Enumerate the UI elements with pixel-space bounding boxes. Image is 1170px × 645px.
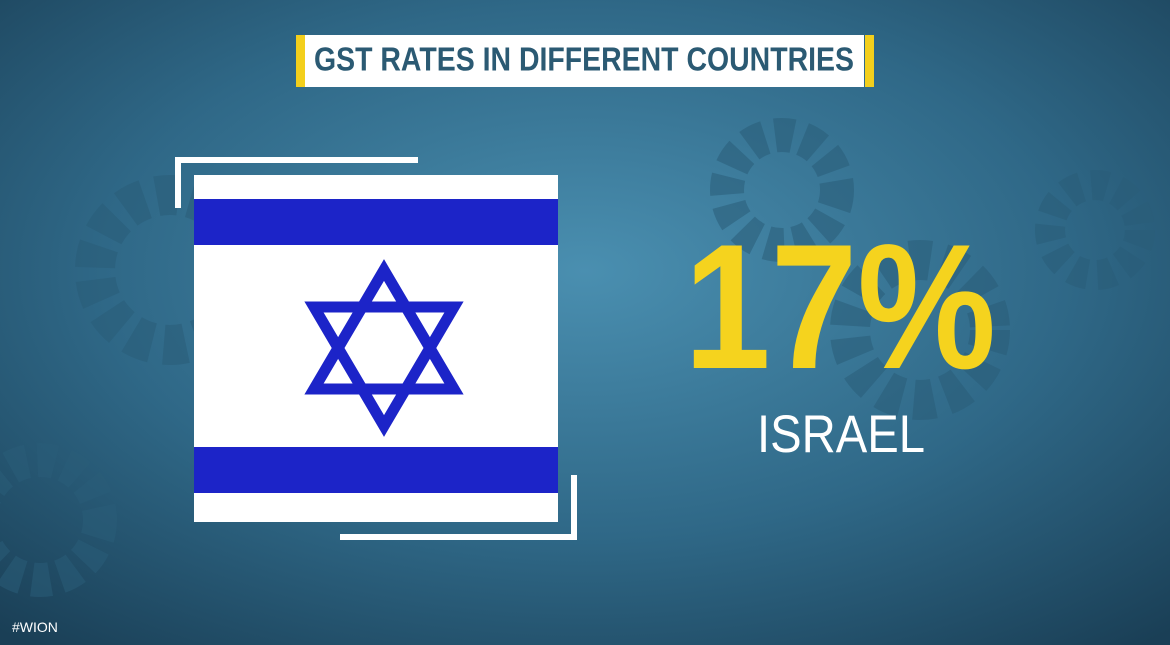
- hashtag: #WION: [12, 619, 58, 635]
- title-accent: [296, 35, 305, 87]
- flag: [194, 175, 558, 522]
- rate: 17%: [684, 207, 996, 406]
- country: ISRAEL: [757, 405, 925, 464]
- title-accent: [865, 35, 874, 87]
- title-box: [305, 35, 864, 87]
- frame-corners: [175, 157, 577, 540]
- title: GST RATES IN DIFFERENT COUNTRIES: [314, 41, 854, 78]
